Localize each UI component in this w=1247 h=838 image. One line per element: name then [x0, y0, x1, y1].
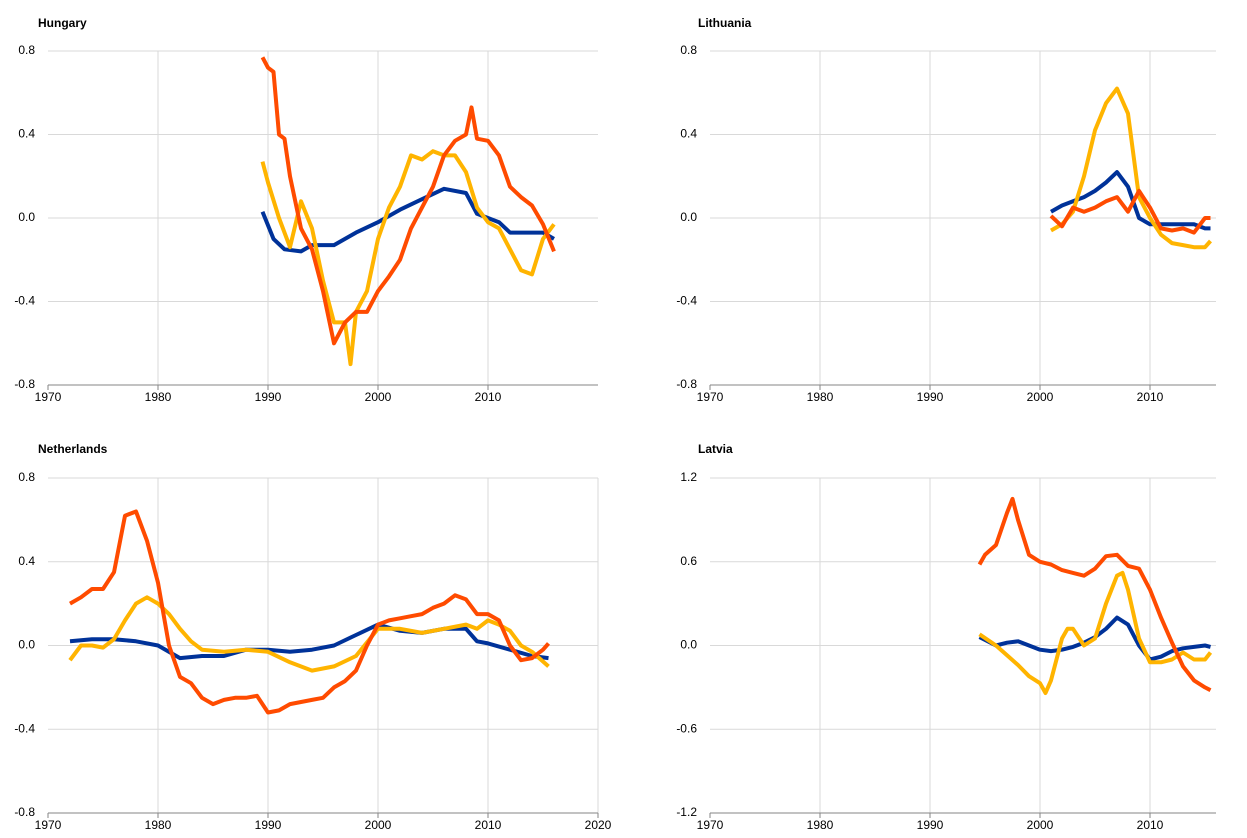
x-tick-label: 2000: [1027, 390, 1054, 404]
y-tick-label: 0.0: [680, 210, 697, 224]
x-tick-label: 2020: [585, 818, 612, 832]
x-tick-label: 2000: [365, 818, 392, 832]
series-line: [1049, 188, 1211, 235]
y-tick-label: -0.8: [14, 377, 35, 391]
y-tick-label: 0.4: [680, 127, 697, 141]
series-line: [260, 186, 555, 254]
x-tick-label: 1970: [697, 390, 724, 404]
x-tick-label: 1980: [145, 818, 172, 832]
series-line: [260, 149, 556, 367]
y-tick-label: 0.0: [18, 210, 35, 224]
x-tick-label: 1970: [35, 818, 62, 832]
x-tick-label: 2010: [1137, 818, 1164, 832]
x-tick-label: 1990: [255, 390, 282, 404]
chart-title: Hungary: [38, 16, 87, 30]
series-line: [260, 56, 556, 346]
series-line: [68, 595, 550, 673]
y-tick-label: 0.8: [18, 43, 35, 57]
y-tick-label: 0.8: [18, 470, 35, 484]
y-tick-label: -0.8: [676, 377, 697, 391]
series-line: [978, 615, 1211, 662]
series-line: [69, 622, 549, 661]
x-tick-label: 2000: [1027, 818, 1054, 832]
x-tick-label: 1990: [917, 390, 944, 404]
y-tick-label: 0.6: [680, 554, 697, 568]
chart-title: Latvia: [698, 442, 733, 456]
x-tick-label: 2010: [1137, 390, 1164, 404]
x-tick-label: 2000: [365, 390, 392, 404]
x-tick-label: 1990: [917, 818, 944, 832]
x-tick-label: 1970: [35, 390, 62, 404]
chart-title: Lithuania: [698, 16, 752, 30]
x-tick-label: 1980: [807, 818, 834, 832]
y-tick-label: -0.4: [14, 721, 35, 735]
y-tick-label: -0.8: [14, 805, 35, 819]
series-line: [1050, 86, 1212, 250]
x-tick-label: 1970: [697, 818, 724, 832]
chart-title: Netherlands: [38, 442, 108, 456]
series-line: [69, 509, 551, 715]
x-tick-label: 2010: [475, 818, 502, 832]
series-line: [977, 496, 1212, 692]
y-tick-label: -0.4: [676, 294, 697, 308]
y-tick-label: 1.2: [680, 470, 697, 484]
y-tick-label: 0.0: [18, 638, 35, 652]
y-tick-label: -1.2: [676, 805, 697, 819]
series-line: [978, 570, 1213, 695]
y-tick-label: 0.0: [680, 638, 697, 652]
x-tick-label: 2010: [475, 390, 502, 404]
y-tick-label: -0.6: [676, 721, 697, 735]
y-tick-label: 0.4: [18, 554, 35, 568]
x-tick-label: 1980: [145, 390, 172, 404]
x-tick-label: 1980: [807, 390, 834, 404]
y-tick-label: -0.4: [14, 294, 35, 308]
y-tick-label: 0.4: [18, 127, 35, 141]
x-tick-label: 1990: [255, 818, 282, 832]
y-tick-label: 0.8: [680, 43, 697, 57]
